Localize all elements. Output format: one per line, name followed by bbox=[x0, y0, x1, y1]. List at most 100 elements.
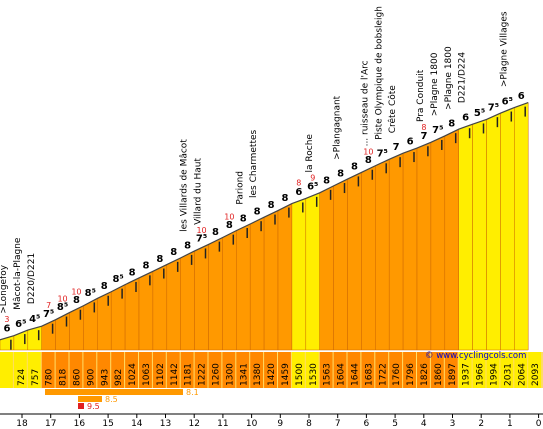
place-label: Villard du Haut bbox=[194, 158, 204, 225]
max-gradient-label: 9 bbox=[310, 173, 315, 182]
km-tick-label: 18 bbox=[16, 419, 28, 429]
place-label: Pariond bbox=[235, 171, 245, 205]
elevation-label: 724 bbox=[17, 369, 27, 386]
place-label: D220/D221 bbox=[27, 253, 37, 304]
km-tick-label: 3 bbox=[450, 419, 456, 429]
elevation-cell bbox=[180, 352, 194, 388]
profile-marks bbox=[0, 102, 529, 350]
gradient-label: 6 bbox=[407, 137, 414, 148]
elevation-cell bbox=[97, 352, 111, 388]
gradient-label: 8⁵ bbox=[57, 302, 68, 313]
elevation-label: 1222 bbox=[198, 363, 208, 386]
gradient-label: 8 bbox=[184, 240, 191, 251]
elevation-cell bbox=[375, 352, 389, 388]
gradient-label: 8 bbox=[365, 155, 372, 166]
elevation-label: 1341 bbox=[239, 363, 249, 386]
profile-bar bbox=[152, 264, 168, 351]
elevation-cell bbox=[347, 352, 361, 388]
profile-bar bbox=[69, 305, 84, 351]
elevation-cell bbox=[222, 352, 236, 388]
elevation-cell bbox=[69, 352, 83, 388]
elevation-label: 1530 bbox=[309, 363, 319, 386]
gradient-label: 6 bbox=[3, 324, 10, 335]
max-gradient-label: 8 bbox=[296, 179, 301, 188]
profile-bar bbox=[430, 135, 446, 351]
place-label: >Plagne 1800 bbox=[444, 46, 454, 110]
gradient-label: 8 bbox=[226, 220, 233, 231]
elevation-label: 982 bbox=[114, 369, 124, 386]
max-gradient-label: 10 bbox=[196, 226, 206, 235]
profile-bar bbox=[194, 244, 209, 351]
profile-bar bbox=[263, 210, 279, 351]
profile-bar bbox=[180, 250, 195, 351]
max-gradient-label: 3 bbox=[4, 315, 9, 324]
elevation-label: 1380 bbox=[253, 363, 263, 386]
gradient-label: 8 bbox=[212, 227, 219, 238]
elevation-label: 943 bbox=[100, 369, 110, 386]
gradient-label: 6⁵ bbox=[307, 182, 318, 193]
km-tick-label: 15 bbox=[102, 419, 113, 429]
profile-bar bbox=[277, 203, 293, 351]
elevation-cell bbox=[125, 352, 138, 388]
elevation-label: 1500 bbox=[295, 363, 305, 386]
place-label: Mâcot-la-Plagne bbox=[13, 237, 23, 310]
elevation-label: 1102 bbox=[156, 363, 166, 386]
gradient-label: 8 bbox=[323, 175, 330, 186]
elevation-cell bbox=[208, 352, 222, 388]
elevation-cell bbox=[152, 352, 166, 388]
max-gradient-label: 8 bbox=[421, 123, 426, 132]
elevation-cell bbox=[403, 352, 416, 388]
max-gradient-label: 7 bbox=[46, 301, 51, 310]
gradient-label: 4⁵ bbox=[29, 314, 40, 325]
km-tick-label: 10 bbox=[246, 419, 258, 429]
elevation-cell bbox=[514, 352, 528, 388]
elevation-label: 2093 bbox=[531, 363, 541, 386]
profile-bar bbox=[444, 128, 459, 351]
gradient-label: 8⁵ bbox=[112, 274, 123, 285]
place-label: >Plangagnant bbox=[333, 95, 343, 160]
km-tick-label: 11 bbox=[217, 419, 228, 429]
gradient-label: 8 bbox=[254, 207, 261, 218]
km-tick-label: 5 bbox=[392, 419, 398, 429]
elevation-cell bbox=[305, 352, 319, 388]
gradient-label: 8 bbox=[101, 281, 108, 292]
place-label: ... ruisseau de l'Arc bbox=[360, 60, 370, 146]
max-gradient-label: 10 bbox=[71, 288, 81, 297]
elevation-label: 1024 bbox=[128, 363, 138, 386]
max-gradient-label: 10 bbox=[363, 147, 373, 156]
elevation-cell bbox=[83, 352, 97, 388]
elevation-label: 2031 bbox=[503, 363, 513, 386]
elevation-label: 1722 bbox=[378, 363, 388, 386]
km-tick-label: 14 bbox=[131, 419, 143, 429]
place-label: Crête Côte bbox=[387, 85, 398, 134]
max-gradient-label: 10 bbox=[57, 295, 67, 304]
elevation-label: 818 bbox=[59, 369, 69, 386]
gradient-label: 8 bbox=[268, 200, 275, 211]
elevation-cell bbox=[55, 352, 69, 388]
gradient-label: 7⁵ bbox=[43, 309, 54, 320]
elevation-cell bbox=[194, 352, 208, 388]
gradient-label: 6⁵ bbox=[502, 96, 513, 107]
elevation-label: 1563 bbox=[323, 363, 333, 386]
profile-bar bbox=[375, 158, 390, 351]
gradient-label: 7⁵ bbox=[432, 125, 443, 136]
gradient-summary-bars: 8.1 8.5 9.5 bbox=[45, 388, 199, 411]
elevation-label: 1897 bbox=[448, 363, 458, 386]
gradient-label: 8 bbox=[337, 168, 344, 179]
place-label: Pra Conduit bbox=[416, 69, 426, 122]
summary-bar bbox=[78, 403, 84, 409]
profile-bar bbox=[333, 178, 348, 351]
summary-label: 9.5 bbox=[87, 402, 100, 411]
elevation-cell bbox=[444, 352, 458, 388]
profile-bar bbox=[388, 152, 404, 351]
gradient-label: 7⁵ bbox=[196, 234, 207, 245]
profile-bar bbox=[472, 119, 487, 351]
elevation-label: 1937 bbox=[462, 363, 472, 386]
elevation-label: 860 bbox=[72, 369, 82, 386]
km-tick-label: 7 bbox=[335, 419, 341, 429]
profile-bar bbox=[402, 147, 418, 351]
profile-bar bbox=[486, 112, 501, 351]
profile-bars bbox=[0, 102, 529, 351]
